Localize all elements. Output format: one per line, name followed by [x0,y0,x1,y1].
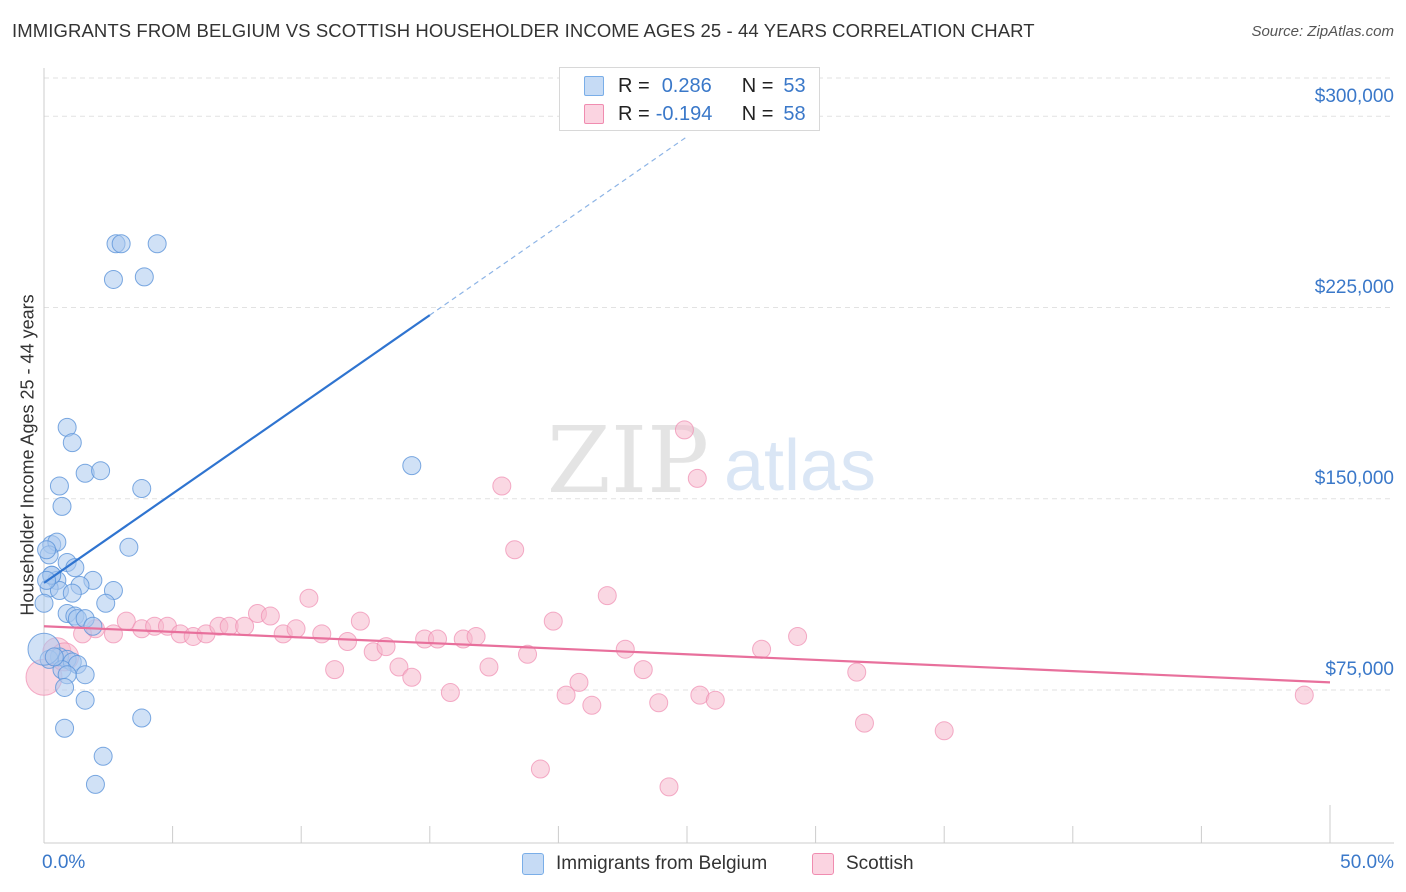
belgium-point [134,267,154,287]
legend-label-scottish: Scottish [846,853,914,874]
belgium-point [402,456,422,476]
legend-n-label: N = [741,102,774,125]
belgium-point [83,616,103,636]
scottish-point [466,626,486,646]
series-belgium-points [27,234,422,794]
scottish-point [788,626,808,646]
scottish-point [337,632,357,652]
scottish-point [530,759,550,779]
belgium-point [49,476,69,496]
scottish-point [847,662,867,682]
scottish-point [350,611,370,631]
scottish-point [518,644,538,664]
legend-swatch-scottish [812,853,834,875]
scottish-point [260,606,280,626]
scottish-trend-line [43,625,1331,684]
grid-lines [44,77,1394,691]
scottish-point [569,672,589,692]
scottish-point [752,639,772,659]
belgium-point [85,774,105,794]
legend-r-value: 0.286 [661,74,712,97]
watermark: ZIP atlas [547,407,876,514]
legend-r-label: R = [618,102,650,125]
x-tick-min: 0.0% [42,852,86,873]
belgium-point [103,269,123,289]
scottish-point [649,693,669,713]
legend-r-value: -0.194 [655,102,713,125]
scottish-point [597,586,617,606]
belgium-point [96,593,116,613]
correlation-legend: R = 0.286 N = 53 R = -0.194 N = 58 [559,67,820,131]
scottish-point [1294,685,1314,705]
belgium-point [93,746,113,766]
legend-n-value: 58 [783,102,806,125]
belgium-point [62,433,82,453]
scottish-point [633,660,653,680]
y-tick-75000: $75,000 [1325,659,1394,680]
legend-item-scottish: Scottish [812,851,914,877]
scottish-point [440,683,460,703]
belgium-point [147,234,167,254]
scottish-point [934,721,954,741]
scottish-point [389,657,409,677]
belgium-point [132,479,152,499]
scottish-point [299,588,319,608]
scottish-point [479,657,499,677]
scottish-point [543,611,563,631]
watermark-atlas: atlas [724,426,876,506]
legend-row-belgium: R = 0.286 N = 53 [584,74,806,98]
legend-n-value: 53 [783,74,806,97]
scottish-point [854,713,874,733]
belgium-point [44,647,64,667]
scottish-point [402,667,422,687]
y-tick-300000: $300,000 [1314,86,1394,107]
y-tick-150000: $150,000 [1314,468,1394,489]
belgium-point [119,537,139,557]
belgium-trend-extension [429,136,688,316]
legend-r-label: R = [618,74,650,97]
belgium-point [52,496,72,516]
scottish-point [286,619,306,639]
legend-swatch-belgium [584,76,604,96]
belgium-trend-line [43,314,431,584]
scottish-point [492,476,512,496]
scottish-point [505,540,525,560]
belgium-point [55,718,75,738]
scottish-point [428,629,448,649]
legend-item-belgium: Immigrants from Belgium [522,851,767,877]
belgium-point [55,677,75,697]
scottish-point [705,690,725,710]
y-tick-225000: $225,000 [1314,277,1394,298]
scottish-point [312,624,332,644]
legend-swatch-belgium [522,853,544,875]
scottish-point [556,685,576,705]
belgium-point [37,540,57,560]
belgium-point [62,583,82,603]
scottish-point [325,660,345,680]
x-tick-max: 50.0% [1340,852,1394,873]
axes [43,68,1394,844]
source-credit: Source: ZipAtlas.com [1251,23,1394,40]
chart-title: IMMIGRANTS FROM BELGIUM VS SCOTTISH HOUS… [12,20,1035,41]
scottish-point [582,695,602,715]
belgium-point [75,665,95,685]
legend-row-scottish: R = -0.194 N = 58 [584,102,806,126]
legend-label-belgium: Immigrants from Belgium [556,853,768,874]
legend-n-label: N = [741,74,774,97]
y-axis-label: Householder Income Ages 25 - 44 years [17,294,38,616]
belgium-point [91,461,111,481]
belgium-point [34,593,54,613]
belgium-point [75,690,95,710]
scottish-point [687,468,707,488]
legend-swatch-scottish [584,104,604,124]
belgium-point [132,708,152,728]
scottish-point [674,420,694,440]
scottish-point [659,777,679,797]
scottish-point [615,639,635,659]
trend-lines [43,136,1331,684]
belgium-point [111,234,131,254]
